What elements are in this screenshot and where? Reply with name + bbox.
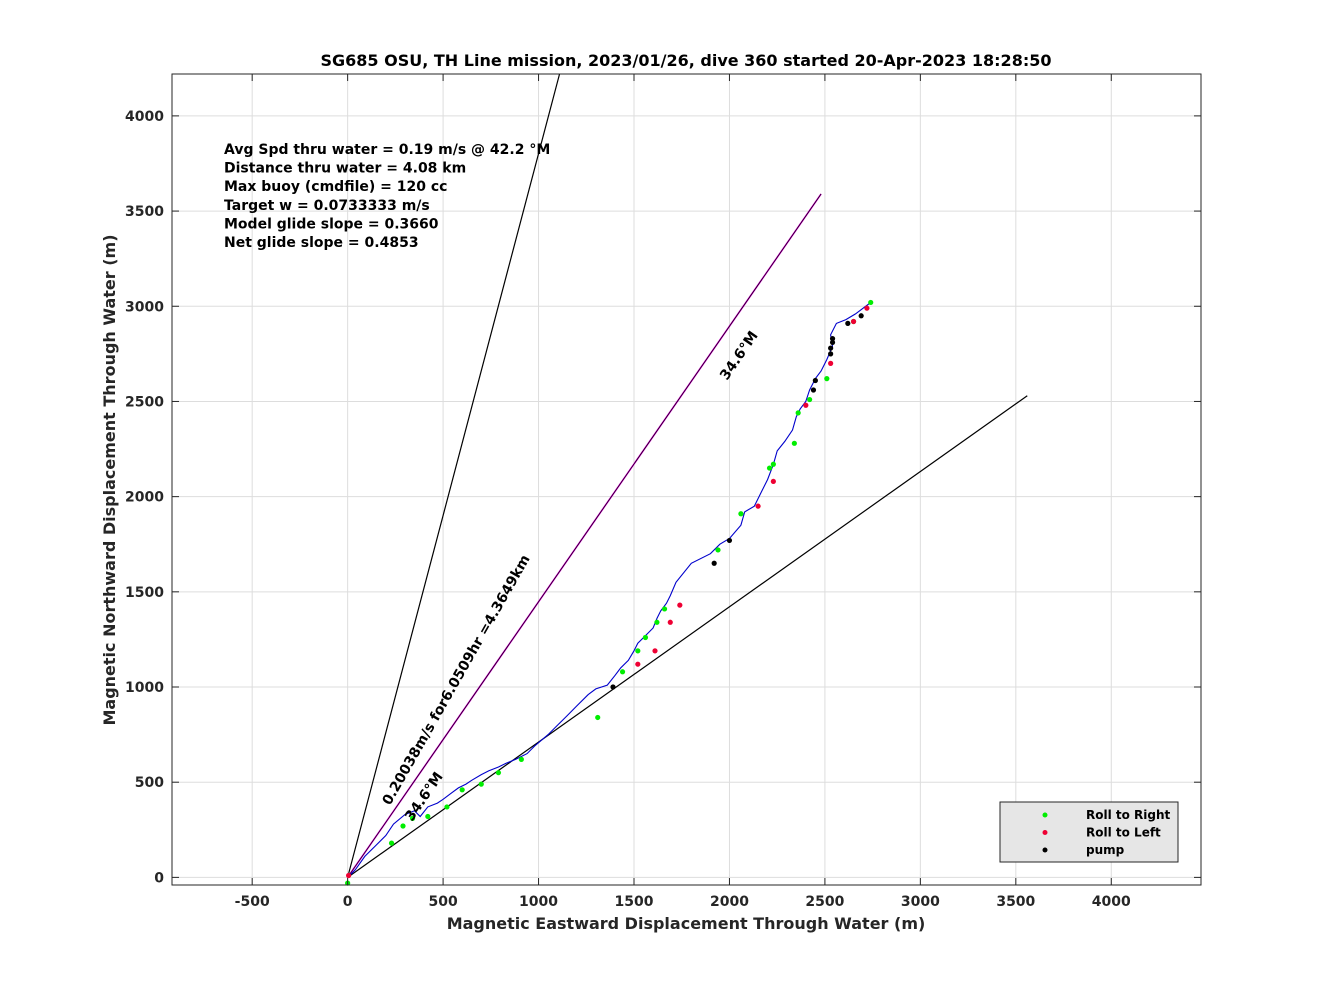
roll-right-point <box>807 396 813 403</box>
pump-point <box>829 339 836 346</box>
pump-point <box>726 537 733 544</box>
x-tick-label: 500 <box>428 894 457 910</box>
plot-frame <box>171 73 1202 886</box>
roll-right-point <box>795 410 801 416</box>
legend-label-roll-left: Roll to Left <box>1086 826 1161 840</box>
stats-line: Net glide slope = 0.4853 <box>224 235 419 251</box>
y-tick-label: 2500 <box>125 394 164 410</box>
y-tick-label: 2000 <box>125 490 164 506</box>
x-axis-label: Magnetic Eastward Displacement Through W… <box>447 914 926 933</box>
roll-left-point <box>635 661 641 667</box>
roll-right-point <box>824 376 830 382</box>
stats-line: Max buoy (cmdfile) = 120 cc <box>224 179 447 195</box>
x-tick-label: -500 <box>235 894 270 910</box>
chart-title: SG685 OSU, TH Line mission, 2023/01/26, … <box>321 51 1052 70</box>
roll-right-point <box>868 299 874 306</box>
pump-point <box>829 336 836 342</box>
x-tick-label: 3000 <box>901 894 940 910</box>
upper-bound-line <box>347 73 561 878</box>
pump-point <box>828 345 834 351</box>
legend: Roll to Right Roll to Left pump <box>999 801 1179 863</box>
x-tick-label: 3500 <box>996 894 1035 910</box>
roll-right-point <box>766 465 773 471</box>
roll-right-point <box>400 823 406 829</box>
x-tick-label: 4000 <box>1092 894 1131 910</box>
pump-point <box>812 377 818 384</box>
x-tick-label: 1500 <box>615 894 654 910</box>
roll-left-point <box>828 360 834 366</box>
roll-right-point <box>791 440 797 446</box>
axis-ticks: -500 0 500 1000 1500 2000 2500 3000 3500 4000 0 500… <box>125 74 1201 910</box>
roll-right-point <box>425 813 431 820</box>
roll-right-point <box>770 461 776 467</box>
legend-label-pump: pump <box>1086 843 1125 857</box>
legend-label-roll-right: Roll to Right <box>1086 808 1171 822</box>
y-tick-label: 0 <box>154 870 164 886</box>
roll-right-point <box>459 787 465 793</box>
roll-right-point <box>619 669 626 675</box>
roll-left-point <box>864 305 870 311</box>
pump-point <box>845 320 851 326</box>
plot-area <box>172 74 1201 885</box>
stats-block: Avg Spd thru water = 0.19 m/s @ 42.2 °M … <box>224 142 550 251</box>
roll-right-point <box>642 634 649 641</box>
roll-left-point <box>677 602 683 608</box>
y-tick-label: 3000 <box>125 299 164 315</box>
roll-right-point <box>595 714 601 721</box>
roll-left-point <box>770 478 776 485</box>
legend-marker-pump <box>1042 847 1048 853</box>
stats-line: Model glide slope = 0.3660 <box>224 216 439 232</box>
roll-right-point <box>444 804 450 810</box>
roll-right-point <box>388 840 395 846</box>
pump-point <box>828 351 834 357</box>
roll-left-point <box>755 503 761 509</box>
roll-left-point <box>850 318 857 325</box>
y-tick-label: 3500 <box>125 204 164 220</box>
pump-point <box>610 684 616 690</box>
roll-right-point <box>478 781 484 787</box>
roll-right-point <box>635 648 641 654</box>
heading-line-core <box>347 193 822 878</box>
y-axis-label: Magnetic Northward Displacement Through … <box>100 234 119 725</box>
stats-line: Target w = 0.0733333 m/s <box>224 198 430 214</box>
y-tick-label: 1000 <box>125 680 164 696</box>
reference-lines <box>346 73 1028 878</box>
pump-point <box>858 313 864 319</box>
roll-right-point <box>738 511 744 517</box>
roll-right-point <box>409 815 416 821</box>
pump-point <box>711 560 717 566</box>
marker-series <box>345 299 874 886</box>
x-tick-label: 0 <box>343 894 353 910</box>
roll-right-point <box>661 606 668 612</box>
y-tick-label: 1500 <box>125 585 164 601</box>
pump-point <box>810 387 817 393</box>
legend-box <box>999 801 1179 863</box>
legend-marker-roll-right <box>1042 812 1048 818</box>
legend-marker-roll-left <box>1042 830 1048 835</box>
roll-left-point <box>667 619 673 625</box>
x-tick-label: 1000 <box>519 894 558 910</box>
lower-bound-line <box>347 395 1028 878</box>
y-tick-label: 500 <box>135 775 164 791</box>
y-tick-label: 4000 <box>125 109 164 125</box>
x-tick-label: 2000 <box>710 894 749 910</box>
roll-right-point <box>495 770 502 776</box>
roll-right-point <box>654 619 660 625</box>
stats-line: Distance thru water = 4.08 km <box>224 161 466 177</box>
grid <box>172 74 1201 885</box>
roll-right-point <box>715 547 721 553</box>
stats-line: Avg Spd thru water = 0.19 m/s @ 42.2 °M <box>224 142 550 158</box>
roll-left-point <box>345 872 352 879</box>
x-tick-label: 2500 <box>805 894 844 910</box>
roll-right-point <box>518 756 524 762</box>
roll-left-point <box>803 402 809 408</box>
roll-left-point <box>652 648 658 654</box>
